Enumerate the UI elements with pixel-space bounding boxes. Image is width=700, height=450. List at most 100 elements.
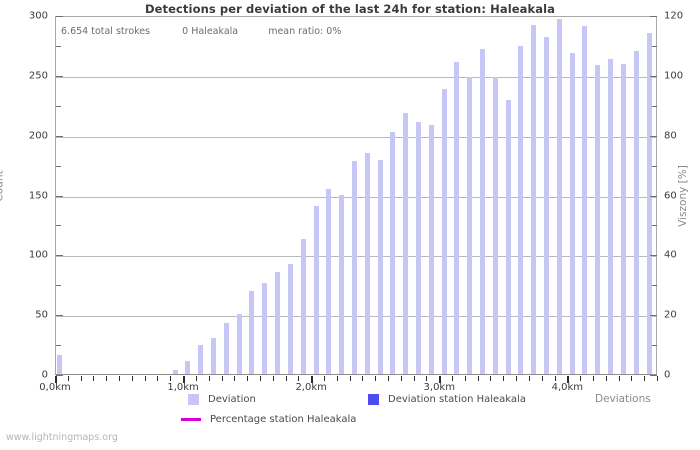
y-axis-right-tick-label: 60 [664, 190, 677, 201]
x-axis-tick [644, 376, 646, 381]
annotation-mean-ratio: mean ratio: 0% [268, 26, 342, 37]
legend-item-percentage-station[interactable]: Percentage station Haleakala [181, 414, 356, 425]
bar [531, 24, 537, 374]
bar [287, 263, 293, 374]
y-axis-left-tick [56, 105, 61, 107]
x-axis-tick-label: 0,0km [39, 382, 71, 393]
x-axis-tick [144, 376, 146, 381]
bar [454, 61, 460, 374]
x-axis-tick [439, 376, 441, 383]
x-axis-tick [516, 376, 518, 381]
y-axis-left-tick [56, 45, 61, 47]
y-axis-left-tick-label: 150 [28, 190, 48, 201]
bar [608, 59, 614, 374]
bar [249, 291, 255, 374]
y-axis-right-tick-label: 0 [664, 369, 671, 381]
y-axis-right-tick [650, 375, 657, 376]
y-axis-right-tick [652, 45, 657, 47]
y-axis-right-tick-label: 40 [664, 249, 677, 261]
legend-label-deviation-station: Deviation station Haleakala [388, 394, 526, 405]
bar [390, 132, 396, 374]
bar [262, 283, 268, 374]
x-axis-tick [452, 376, 454, 381]
y-axis-right-tick [650, 195, 657, 197]
x-axis-tick [349, 376, 351, 381]
bar [518, 46, 524, 374]
y-axis-right-tick-label: 20 [664, 309, 677, 321]
bar [544, 36, 550, 374]
x-axis-tick [311, 376, 313, 383]
x-axis-tick [618, 376, 620, 381]
x-axis-tick [400, 376, 402, 381]
bar [377, 159, 383, 374]
bar [569, 53, 575, 374]
y-axis-right-tick [652, 225, 657, 227]
bar [300, 238, 306, 374]
y-axis-left-tick [56, 255, 63, 257]
bar [415, 121, 421, 374]
x-axis-tick [106, 376, 108, 381]
bar [556, 18, 562, 374]
x-axis-tick-label: 2,0km [295, 382, 327, 393]
x-axis-tick [592, 376, 594, 381]
y-axis-right-tick-label: 120 [664, 10, 684, 22]
legend-item-deviation[interactable]: Deviation [188, 394, 256, 405]
x-axis-tick [285, 376, 287, 381]
y-axis-left-tick [56, 75, 63, 77]
x-axis-tick [131, 376, 133, 381]
bar [351, 161, 357, 374]
y-axis-left-tick [56, 195, 63, 197]
legend-item-deviation-station[interactable]: Deviation station Haleakala [368, 394, 526, 405]
x-axis-tick-label: 4,0km [551, 382, 584, 393]
x-axis-tick [119, 376, 121, 381]
x-axis-tick [541, 376, 543, 381]
annotation-total-strokes: 6.654 total strokes [61, 26, 151, 37]
x-axis-tick [375, 376, 377, 381]
y-axis-right-tick-label: 100 [664, 70, 684, 82]
bar [185, 360, 191, 374]
y-axis-left-tick-label: 0 [41, 369, 48, 381]
y-axis-left-tick [56, 16, 63, 17]
x-axis-tick [388, 376, 390, 381]
bar [198, 345, 204, 374]
y-axis-right-tick [650, 315, 657, 317]
y-axis-left-tick-label: 200 [28, 130, 48, 142]
bar [339, 194, 345, 374]
x-axis-tick [259, 376, 261, 381]
y-axis-left-tick-label: 250 [28, 70, 48, 82]
bar [211, 338, 217, 374]
x-axis-tick [247, 376, 249, 381]
x-axis-tick [580, 376, 582, 381]
x-axis-tick-label: 1,0km [167, 382, 199, 393]
legend-label-percentage-station: Percentage station Haleakala [210, 414, 357, 425]
y-axis-left-tick-label: 50 [35, 309, 48, 321]
chart-legend: Deviation Deviation station Haleakala Pe… [0, 392, 700, 438]
x-axis-tick [336, 376, 338, 381]
x-axis-tick [503, 376, 505, 381]
bar [505, 99, 511, 374]
y-axis-right-tick [650, 16, 657, 17]
x-axis-tick [67, 376, 69, 381]
bar [620, 64, 626, 374]
x-axis-tick [208, 376, 210, 381]
x-axis-title: Deviations [595, 393, 651, 405]
bar [441, 89, 447, 374]
x-axis-tick [657, 376, 658, 381]
bar [57, 354, 63, 374]
annotation-station-strokes: 0 Haleakala [182, 26, 239, 37]
x-axis-tick [157, 376, 159, 381]
bar [326, 188, 332, 374]
y-axis-right-tick [652, 165, 657, 167]
x-axis-tick [464, 376, 466, 381]
y-axis-right-title: Viszony [%] [676, 165, 689, 227]
y-axis-left-tick [56, 315, 63, 317]
x-axis-tick [490, 376, 492, 381]
legend-line-percentage-station [181, 418, 201, 421]
x-axis-tick [323, 376, 325, 381]
plot-area [55, 16, 657, 375]
bar [480, 48, 486, 374]
bar [313, 206, 319, 374]
watermark: www.lightningmaps.org [6, 432, 118, 443]
x-axis-tick [631, 376, 633, 381]
x-axis-tick [477, 376, 479, 381]
